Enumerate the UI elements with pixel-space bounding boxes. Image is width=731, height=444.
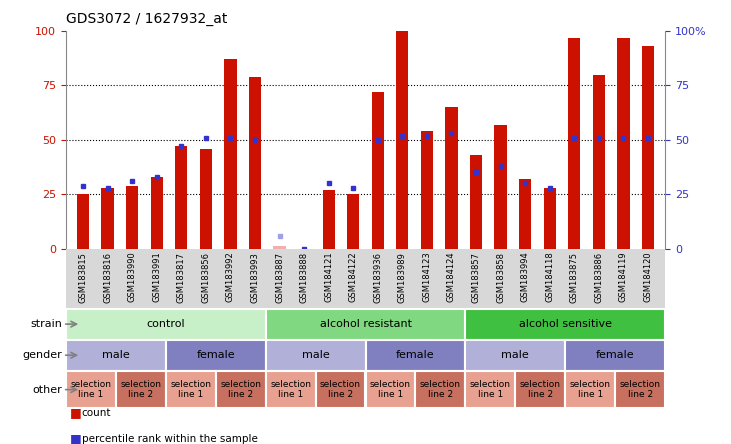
Text: gender: gender — [23, 350, 62, 360]
Bar — [565, 371, 616, 408]
Text: GSM183887: GSM183887 — [275, 252, 284, 303]
Bar — [200, 149, 212, 249]
Text: ■: ■ — [69, 406, 81, 420]
Text: GSM184124: GSM184124 — [447, 252, 456, 302]
Bar — [102, 188, 114, 249]
Bar — [371, 92, 384, 249]
Text: selection
line 1: selection line 1 — [170, 380, 211, 399]
Bar — [494, 125, 507, 249]
Bar — [466, 309, 665, 340]
Bar — [593, 75, 605, 249]
Text: GSM183856: GSM183856 — [201, 252, 211, 303]
Text: selection
line 1: selection line 1 — [370, 380, 411, 399]
Text: female: female — [197, 350, 235, 360]
Text: GDS3072 / 1627932_at: GDS3072 / 1627932_at — [66, 12, 227, 27]
Bar — [66, 371, 115, 408]
Bar — [366, 340, 466, 371]
Bar — [445, 107, 458, 249]
Text: selection
line 2: selection line 2 — [320, 380, 361, 399]
Bar — [466, 371, 515, 408]
Bar — [466, 340, 565, 371]
Text: ■: ■ — [69, 432, 81, 444]
Bar — [347, 194, 360, 249]
Bar — [115, 371, 166, 408]
Bar — [77, 194, 89, 249]
Bar — [617, 38, 629, 249]
Text: selection
line 1: selection line 1 — [470, 380, 511, 399]
Bar — [515, 371, 565, 408]
Text: selection
line 2: selection line 2 — [520, 380, 561, 399]
Text: count: count — [82, 408, 111, 418]
Text: GSM184118: GSM184118 — [545, 252, 554, 302]
Text: selection
line 2: selection line 2 — [120, 380, 162, 399]
Text: selection
line 1: selection line 1 — [270, 380, 311, 399]
Text: selection
line 2: selection line 2 — [620, 380, 661, 399]
Bar — [166, 371, 216, 408]
Text: male: male — [501, 350, 529, 360]
Bar — [565, 340, 665, 371]
Text: GSM183936: GSM183936 — [374, 252, 382, 303]
Text: GSM183994: GSM183994 — [520, 252, 530, 302]
Bar — [396, 31, 409, 249]
Bar — [265, 371, 316, 408]
Bar — [415, 371, 466, 408]
Bar — [66, 309, 265, 340]
Text: male: male — [102, 350, 129, 360]
Text: GSM183815: GSM183815 — [78, 252, 88, 302]
Text: female: female — [396, 350, 435, 360]
Text: GSM183875: GSM183875 — [569, 252, 579, 303]
Text: GSM184123: GSM184123 — [423, 252, 431, 302]
Bar — [265, 340, 366, 371]
Text: GSM183990: GSM183990 — [128, 252, 137, 302]
Text: strain: strain — [30, 319, 62, 329]
Bar — [224, 59, 237, 249]
Bar — [568, 38, 580, 249]
Text: GSM183888: GSM183888 — [300, 252, 308, 303]
Text: GSM183989: GSM183989 — [398, 252, 407, 302]
Text: control: control — [146, 319, 185, 329]
Bar — [470, 155, 482, 249]
Bar — [616, 371, 665, 408]
Text: selection
line 2: selection line 2 — [420, 380, 461, 399]
Bar — [265, 309, 466, 340]
Bar — [151, 177, 163, 249]
Bar — [421, 131, 433, 249]
Text: selection
line 1: selection line 1 — [569, 380, 611, 399]
Text: alcohol resistant: alcohol resistant — [319, 319, 412, 329]
Text: GSM183816: GSM183816 — [103, 252, 112, 303]
Text: GSM184119: GSM184119 — [619, 252, 628, 302]
Bar — [366, 371, 415, 408]
Text: GSM183817: GSM183817 — [177, 252, 186, 303]
Text: other: other — [32, 385, 62, 395]
Text: female: female — [596, 350, 635, 360]
Bar — [642, 46, 654, 249]
Text: alcohol sensitive: alcohol sensitive — [519, 319, 612, 329]
Text: GSM184121: GSM184121 — [324, 252, 333, 302]
Bar — [519, 179, 531, 249]
Text: percentile rank within the sample: percentile rank within the sample — [82, 434, 258, 444]
Bar — [316, 371, 366, 408]
Bar — [249, 77, 261, 249]
Bar — [166, 340, 265, 371]
Bar — [126, 186, 138, 249]
Bar — [66, 340, 166, 371]
Text: GSM183992: GSM183992 — [226, 252, 235, 302]
Text: GSM183991: GSM183991 — [152, 252, 162, 302]
Bar — [216, 371, 265, 408]
Text: selection
line 2: selection line 2 — [220, 380, 261, 399]
Text: GSM183993: GSM183993 — [251, 252, 260, 302]
Text: GSM183857: GSM183857 — [471, 252, 480, 303]
Text: GSM184120: GSM184120 — [643, 252, 653, 302]
Text: GSM184122: GSM184122 — [349, 252, 357, 302]
Text: selection
line 1: selection line 1 — [70, 380, 111, 399]
Bar — [273, 246, 286, 249]
Bar — [544, 188, 556, 249]
Text: GSM183886: GSM183886 — [594, 252, 603, 303]
Text: GSM183858: GSM183858 — [496, 252, 505, 303]
Bar — [175, 147, 187, 249]
Text: male: male — [302, 350, 330, 360]
Bar — [322, 190, 335, 249]
